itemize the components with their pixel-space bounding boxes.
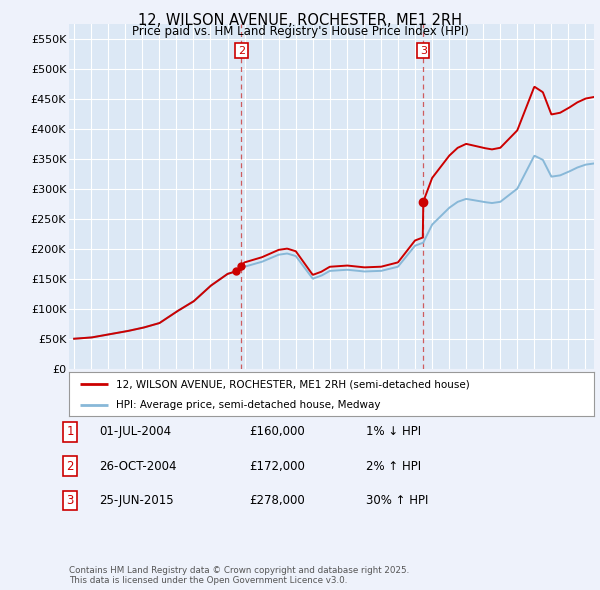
- Text: 2% ↑ HPI: 2% ↑ HPI: [366, 460, 421, 473]
- Text: 26-OCT-2004: 26-OCT-2004: [99, 460, 176, 473]
- Text: £278,000: £278,000: [249, 494, 305, 507]
- Text: 3: 3: [67, 494, 74, 507]
- Text: 2: 2: [238, 45, 245, 55]
- Text: 30% ↑ HPI: 30% ↑ HPI: [366, 494, 428, 507]
- Text: 1% ↓ HPI: 1% ↓ HPI: [366, 425, 421, 438]
- Text: 25-JUN-2015: 25-JUN-2015: [99, 494, 173, 507]
- Text: 12, WILSON AVENUE, ROCHESTER, ME1 2RH: 12, WILSON AVENUE, ROCHESTER, ME1 2RH: [138, 13, 462, 28]
- Text: 01-JUL-2004: 01-JUL-2004: [99, 425, 171, 438]
- Text: £160,000: £160,000: [249, 425, 305, 438]
- Text: Contains HM Land Registry data © Crown copyright and database right 2025.
This d: Contains HM Land Registry data © Crown c…: [69, 566, 409, 585]
- Text: HPI: Average price, semi-detached house, Medway: HPI: Average price, semi-detached house,…: [116, 400, 381, 410]
- Text: 1: 1: [67, 425, 74, 438]
- Text: £172,000: £172,000: [249, 460, 305, 473]
- Text: 2: 2: [67, 460, 74, 473]
- Text: 3: 3: [420, 45, 427, 55]
- Text: 12, WILSON AVENUE, ROCHESTER, ME1 2RH (semi-detached house): 12, WILSON AVENUE, ROCHESTER, ME1 2RH (s…: [116, 379, 470, 389]
- Text: Price paid vs. HM Land Registry's House Price Index (HPI): Price paid vs. HM Land Registry's House …: [131, 25, 469, 38]
